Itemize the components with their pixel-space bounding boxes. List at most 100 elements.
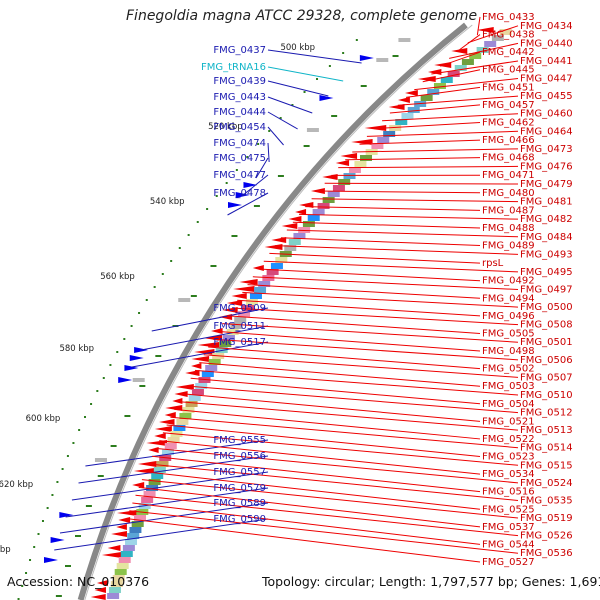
right-gene-label: FMG_0544 [482, 539, 535, 550]
right-gene-label: FMG_0498 [482, 346, 535, 357]
right-gene-label: FMG_0527 [482, 557, 535, 568]
plus-gene [359, 55, 374, 61]
right-gene-label: FMG_0535 [520, 495, 573, 506]
minus-gene [94, 587, 106, 593]
cog-block [332, 185, 345, 191]
minus-gene [335, 160, 350, 166]
right-gene-label: FMG_0501 [520, 337, 573, 348]
cog-block [440, 77, 453, 83]
right-connector [431, 60, 519, 75]
summary-text: Topology: circular; Length: 1,797,577 bp… [262, 574, 600, 589]
right-gene-label: FMG_0497 [520, 285, 573, 296]
right-gene-label: FMG_0525 [482, 504, 535, 515]
minus-gene [146, 440, 168, 446]
minus-gene [194, 349, 215, 355]
cog-block [433, 83, 446, 89]
right-gene-label: FMG_0473 [520, 144, 573, 155]
left-gene-label: FMG_0589 [213, 498, 266, 509]
cog-block [108, 587, 121, 593]
cog-block [141, 497, 154, 503]
gc-dot [235, 169, 238, 171]
minus-gene [476, 27, 494, 33]
right-connector [232, 307, 519, 326]
right-connector [366, 130, 519, 137]
cog-block [107, 593, 120, 599]
backbone-ring [77, 22, 473, 600]
right-connector [305, 206, 481, 211]
left-gene-label: FMG_tRNA16 [201, 62, 266, 73]
cog-block [371, 143, 384, 149]
tick-label: 540 kbp [150, 197, 185, 207]
right-connector [374, 121, 481, 130]
cog-block [208, 359, 221, 365]
minus-gene [174, 391, 188, 397]
left-connector [267, 96, 313, 114]
right-connector [476, 16, 481, 36]
right-gene-label: FMG_0442 [482, 47, 535, 58]
right-gene-label: FMG_0487 [482, 205, 535, 216]
left-gene-label: FMG_0579 [213, 483, 266, 494]
gc-dot [33, 546, 36, 548]
gc-dot [41, 520, 44, 522]
right-connector [263, 260, 519, 273]
gc-dot [355, 39, 358, 41]
right-connector [338, 165, 519, 169]
right-connector [194, 369, 519, 396]
gc-dot [17, 598, 20, 600]
gc-dot [225, 182, 228, 184]
right-gene-label: FMG_0482 [520, 214, 573, 225]
cog-block [148, 479, 161, 485]
grey-feature [306, 128, 319, 132]
right-connector [199, 362, 481, 387]
left-gene-label: FMG_0511 [213, 321, 266, 332]
grey-feature [398, 38, 411, 42]
gc-dot [21, 585, 24, 587]
cog-block [241, 305, 254, 311]
right-connector [148, 463, 519, 501]
cog-block [127, 533, 140, 539]
cog-block [461, 59, 474, 65]
minus-gene [340, 153, 358, 159]
cog-block [499, 29, 512, 35]
right-connector [298, 213, 519, 220]
left-connector [267, 49, 362, 64]
feature-tracks [44, 27, 512, 600]
right-gene-label: FMG_0534 [482, 469, 535, 480]
left-connector [255, 157, 269, 179]
left-connector [241, 174, 269, 197]
right-gene-label: FMG_0433 [482, 12, 535, 23]
cog-block [176, 419, 189, 425]
right-gene-label: FMG_0457 [482, 100, 535, 111]
cog-block [146, 485, 159, 491]
right-connector [217, 330, 481, 352]
gc-dot [153, 286, 156, 288]
cog-block [491, 35, 504, 41]
right-gene-label: FMG_0504 [482, 399, 535, 410]
right-gene-label: FMG_0480 [482, 188, 535, 199]
left-gene-label: FMG_0474 [213, 138, 266, 149]
gc-dot [246, 156, 249, 158]
cog-block [198, 377, 211, 383]
minus-gene [191, 363, 202, 369]
left-connector [227, 192, 269, 216]
cog-block [360, 155, 373, 161]
left-gene-label: FMG_0509 [213, 303, 266, 314]
plus-gene [228, 202, 243, 208]
cog-block [125, 539, 138, 545]
minus-gene [116, 524, 127, 530]
left-gene-label: FMG_0443 [213, 92, 266, 103]
minus-gene [451, 48, 468, 54]
gc-dot [303, 91, 306, 93]
cog-block [293, 233, 306, 239]
right-gene-label: FMG_0500 [520, 302, 573, 313]
right-connector [145, 471, 481, 510]
minus-gene [427, 69, 442, 75]
right-connector [318, 190, 481, 194]
right-gene-label: FMG_0508 [520, 320, 573, 331]
cog-block [195, 383, 208, 389]
right-connector [324, 182, 519, 185]
left-connector [267, 126, 284, 146]
right-gene-label: FMG_0536 [520, 548, 573, 559]
gc-dot [78, 429, 81, 431]
